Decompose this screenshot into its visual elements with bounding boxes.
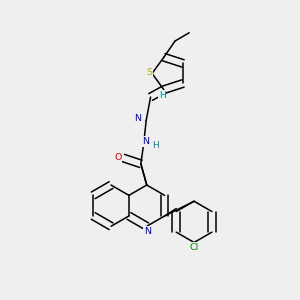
Text: N: N	[142, 137, 149, 146]
Text: S: S	[146, 68, 152, 77]
Text: H: H	[159, 91, 166, 100]
Text: O: O	[114, 153, 122, 162]
Text: N: N	[134, 114, 141, 123]
Text: H: H	[152, 141, 159, 150]
Text: N: N	[144, 227, 151, 236]
Text: Cl: Cl	[189, 243, 199, 252]
